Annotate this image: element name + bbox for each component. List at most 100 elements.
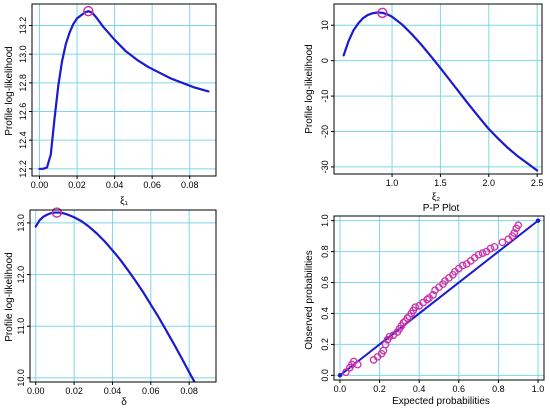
plot-frame xyxy=(333,3,543,175)
series xyxy=(342,11,539,172)
data-point xyxy=(490,243,499,251)
marks xyxy=(377,7,388,19)
data-point xyxy=(385,332,394,341)
data-point xyxy=(498,238,507,247)
series xyxy=(339,219,539,377)
x-tick-label: 0.04 xyxy=(104,386,122,396)
x-tick-label: 1.0 xyxy=(386,178,399,188)
x-tick-label: 0.6 xyxy=(453,384,466,394)
x-tick-label: 0.08 xyxy=(181,180,199,190)
data-point xyxy=(478,249,487,257)
y-tick-label: 13.0 xyxy=(16,214,26,232)
plot-frame xyxy=(31,3,217,177)
grid xyxy=(334,216,544,380)
y-tick-label: 0.4 xyxy=(320,307,330,320)
x-tick-label: 0.06 xyxy=(142,386,160,396)
series xyxy=(38,10,210,170)
y-axis-label: Profile log-likelihood xyxy=(4,252,15,342)
x-tick-label: 0.04 xyxy=(106,180,124,190)
mle-marker xyxy=(377,7,388,19)
profile-delta-plot: 0.00 0.02 0.04 0.06 0.08 10.0 11.0 12.0 13.0 δ P… xyxy=(4,207,217,408)
mle-marker xyxy=(51,207,63,218)
y-tick-label: 0 xyxy=(320,58,330,63)
x-tick-label: 0.00 xyxy=(27,386,45,396)
x-tick-label: 2.5 xyxy=(531,178,544,188)
x-tick-label: 0.02 xyxy=(68,180,86,190)
data-point xyxy=(403,314,412,322)
y-tick-label: 13.2 xyxy=(18,17,28,35)
data-point xyxy=(429,291,437,299)
y-tick-label: 1.0 xyxy=(320,214,330,227)
data-point xyxy=(486,244,495,253)
y-tick-label: 10.0 xyxy=(16,369,26,387)
x-axis-label: ξ₁ xyxy=(120,196,128,207)
y-tick-label: 0.6 xyxy=(320,276,330,289)
reference-line xyxy=(339,219,539,377)
x-axis-label: ξ₂ xyxy=(432,192,440,203)
y-tick-label: -30 xyxy=(320,160,330,173)
profile-xi2-plot: 1.0 1.5 2.0 2.5 -30 -20 -10 0 10 ξ₂ Profile log-… xyxy=(304,3,543,203)
x-axis-label: Expected probabilities xyxy=(392,396,490,407)
data-point xyxy=(458,261,467,270)
marks xyxy=(83,5,94,17)
reference-endpoint xyxy=(535,218,541,223)
y-axis-label: Profile log-likelihood xyxy=(4,46,15,136)
y-tick-label: 11.0 xyxy=(16,318,26,335)
y-tick-label: 0.8 xyxy=(320,245,330,258)
ticks: 0.00 0.02 0.04 0.06 0.08 10.0 11.0 12.0 13.0 xyxy=(16,214,198,396)
marks xyxy=(51,207,63,218)
y-tick-label: 12.0 xyxy=(16,266,26,284)
data-point xyxy=(399,318,408,327)
mle-marker xyxy=(83,5,94,17)
grid xyxy=(32,4,216,176)
marks xyxy=(337,218,541,378)
y-tick-label: 13.0 xyxy=(18,45,28,63)
plot-title: P-P Plot xyxy=(423,203,460,214)
y-axis-label: Observed probabilities xyxy=(304,250,315,350)
plot-frame xyxy=(29,209,217,383)
x-tick-label: 0.08 xyxy=(180,386,198,396)
series-line xyxy=(342,11,539,172)
y-tick-label: 0.0 xyxy=(320,369,330,382)
data-point xyxy=(474,250,483,259)
plot-frame xyxy=(333,215,545,381)
data-point xyxy=(423,295,431,304)
series-line xyxy=(38,10,210,170)
x-tick-label: 2.0 xyxy=(483,178,496,188)
x-tick-label: 0.4 xyxy=(413,384,426,394)
x-tick-label: 1.0 xyxy=(532,384,545,394)
data-point xyxy=(353,360,362,369)
x-tick-label: 0.02 xyxy=(65,386,83,396)
profile-xi1-plot: 0.00 0.02 0.04 0.06 0.08 12.2 12.4 12.6 12.8 13.0… xyxy=(4,3,217,207)
y-tick-label: 0.2 xyxy=(320,338,330,351)
y-axis-label: Profile log-likelihood xyxy=(304,44,315,134)
y-tick-label: -20 xyxy=(320,125,330,138)
data-point xyxy=(514,221,523,230)
y-tick-label: 12.8 xyxy=(18,74,28,92)
data-point xyxy=(381,340,390,349)
ticks: 1.0 1.5 2.0 2.5 -30 -20 -10 0 10 xyxy=(320,20,543,188)
y-tick-label: 12.6 xyxy=(18,103,28,121)
x-tick-label: 0.2 xyxy=(373,384,386,394)
x-tick-label: 1.5 xyxy=(434,178,447,188)
y-tick-label: 10 xyxy=(320,20,330,30)
y-tick-label: 12.2 xyxy=(18,160,28,178)
grid xyxy=(334,4,542,174)
x-tick-label: 0.06 xyxy=(143,180,161,190)
data-point xyxy=(342,368,350,377)
x-axis-label: δ xyxy=(121,397,127,408)
y-tick-label: -10 xyxy=(320,90,330,103)
ticks: 0.0 0.2 0.4 0.6 0.8 1.0 0.0 0.2 0.4 0.6 0.8 1.0 xyxy=(320,214,544,394)
grid xyxy=(30,210,216,382)
x-tick-label: 0.8 xyxy=(492,384,505,394)
reference-endpoint xyxy=(337,373,343,378)
data-point xyxy=(411,303,420,312)
x-tick-label: 0.0 xyxy=(334,384,347,394)
y-tick-label: 12.4 xyxy=(18,131,28,149)
x-tick-label: 0.00 xyxy=(31,180,49,190)
data-point xyxy=(510,229,519,237)
ticks: 0.00 0.02 0.04 0.06 0.08 12.2 12.4 12.6 12.8 13.0… xyxy=(18,17,198,190)
pp-plot: P-P Plot 0.0 0.2 0.4 0.6 0.8 1.00.00.20.40.60… xyxy=(304,203,545,407)
